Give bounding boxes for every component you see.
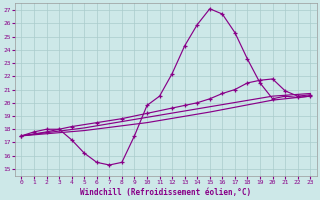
X-axis label: Windchill (Refroidissement éolien,°C): Windchill (Refroidissement éolien,°C) bbox=[80, 188, 252, 197]
